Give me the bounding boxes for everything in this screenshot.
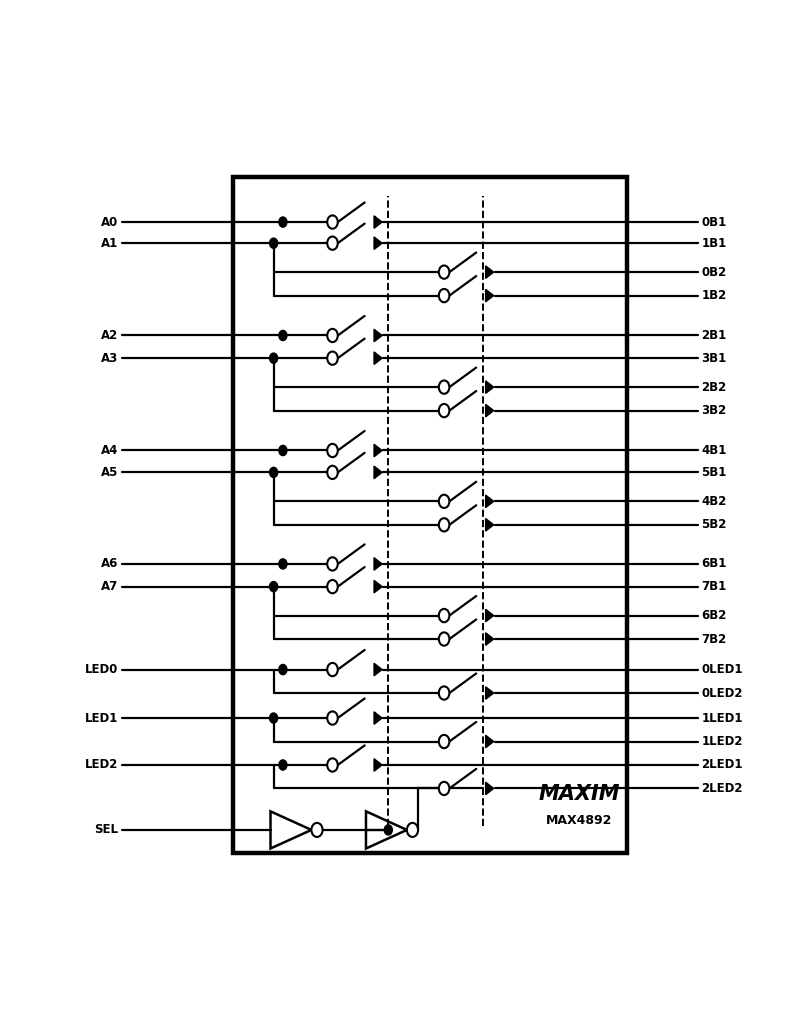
- Circle shape: [439, 687, 450, 700]
- Text: 6B2: 6B2: [702, 609, 726, 622]
- Circle shape: [439, 781, 450, 796]
- Text: 2B1: 2B1: [702, 329, 726, 342]
- Text: A3: A3: [102, 352, 118, 365]
- Circle shape: [439, 380, 450, 394]
- Text: 2B2: 2B2: [702, 381, 726, 393]
- Text: LED2: LED2: [86, 759, 118, 771]
- Text: LED0: LED0: [86, 663, 118, 676]
- Text: 4B2: 4B2: [702, 495, 726, 508]
- Polygon shape: [486, 633, 494, 645]
- Circle shape: [439, 518, 450, 531]
- Circle shape: [327, 662, 338, 677]
- Polygon shape: [374, 352, 382, 365]
- Text: 7B2: 7B2: [702, 633, 726, 645]
- Text: A6: A6: [102, 558, 118, 570]
- Circle shape: [439, 404, 450, 418]
- Polygon shape: [486, 687, 494, 699]
- Circle shape: [279, 559, 287, 569]
- Text: LED1: LED1: [86, 711, 118, 724]
- Circle shape: [327, 444, 338, 457]
- Circle shape: [270, 581, 278, 591]
- Text: SEL: SEL: [94, 823, 118, 836]
- Polygon shape: [374, 580, 382, 593]
- Polygon shape: [374, 444, 382, 457]
- Text: 7B1: 7B1: [702, 580, 726, 593]
- Polygon shape: [374, 329, 382, 341]
- Polygon shape: [486, 290, 494, 302]
- Text: A4: A4: [102, 444, 118, 457]
- Circle shape: [270, 467, 278, 478]
- Circle shape: [327, 465, 338, 480]
- Circle shape: [327, 711, 338, 724]
- Circle shape: [279, 664, 287, 675]
- Circle shape: [439, 289, 450, 302]
- Circle shape: [327, 215, 338, 229]
- Circle shape: [327, 329, 338, 342]
- Polygon shape: [486, 404, 494, 417]
- Polygon shape: [374, 215, 382, 229]
- Polygon shape: [486, 610, 494, 622]
- Text: A2: A2: [102, 329, 118, 342]
- Circle shape: [439, 609, 450, 622]
- Circle shape: [439, 632, 450, 646]
- Circle shape: [311, 823, 322, 837]
- Text: 6B1: 6B1: [702, 558, 726, 570]
- Circle shape: [279, 330, 287, 340]
- Text: MAXIM: MAXIM: [538, 783, 620, 804]
- Text: 5B1: 5B1: [702, 466, 726, 479]
- Text: 0LED1: 0LED1: [702, 663, 743, 676]
- Text: MAX4892: MAX4892: [546, 815, 612, 827]
- Polygon shape: [374, 237, 382, 250]
- Circle shape: [327, 758, 338, 771]
- Circle shape: [327, 352, 338, 365]
- Polygon shape: [374, 759, 382, 771]
- Text: A7: A7: [102, 580, 118, 593]
- Polygon shape: [374, 466, 382, 479]
- Text: 1LED1: 1LED1: [702, 711, 743, 724]
- Text: A0: A0: [102, 215, 118, 229]
- Bar: [234, 177, 627, 853]
- Polygon shape: [486, 495, 494, 508]
- Polygon shape: [374, 712, 382, 724]
- Circle shape: [439, 735, 450, 748]
- Circle shape: [270, 238, 278, 248]
- Text: 3B2: 3B2: [702, 404, 726, 418]
- Polygon shape: [486, 266, 494, 278]
- Text: 2LED2: 2LED2: [702, 782, 743, 795]
- Text: 4B1: 4B1: [702, 444, 726, 457]
- Text: A5: A5: [102, 466, 118, 479]
- Text: 1LED2: 1LED2: [702, 735, 743, 748]
- Polygon shape: [486, 381, 494, 393]
- Circle shape: [439, 265, 450, 278]
- Circle shape: [384, 825, 392, 835]
- Text: 0LED2: 0LED2: [702, 687, 743, 699]
- Text: 2LED1: 2LED1: [702, 759, 743, 771]
- Circle shape: [439, 495, 450, 508]
- Circle shape: [327, 580, 338, 593]
- Circle shape: [279, 445, 287, 455]
- Polygon shape: [486, 518, 494, 531]
- Circle shape: [279, 217, 287, 228]
- Polygon shape: [486, 736, 494, 748]
- Text: 1B2: 1B2: [702, 290, 726, 302]
- Polygon shape: [374, 663, 382, 676]
- Text: 0B2: 0B2: [702, 265, 726, 278]
- Circle shape: [279, 760, 287, 770]
- Circle shape: [270, 354, 278, 364]
- Circle shape: [327, 237, 338, 250]
- Circle shape: [270, 713, 278, 723]
- Text: 1B1: 1B1: [702, 237, 726, 250]
- Text: 3B1: 3B1: [702, 352, 726, 365]
- Text: A1: A1: [102, 237, 118, 250]
- Polygon shape: [374, 558, 382, 570]
- Polygon shape: [486, 782, 494, 795]
- Text: 0B1: 0B1: [702, 215, 726, 229]
- Circle shape: [407, 823, 418, 837]
- Circle shape: [327, 558, 338, 571]
- Text: 5B2: 5B2: [702, 518, 726, 531]
